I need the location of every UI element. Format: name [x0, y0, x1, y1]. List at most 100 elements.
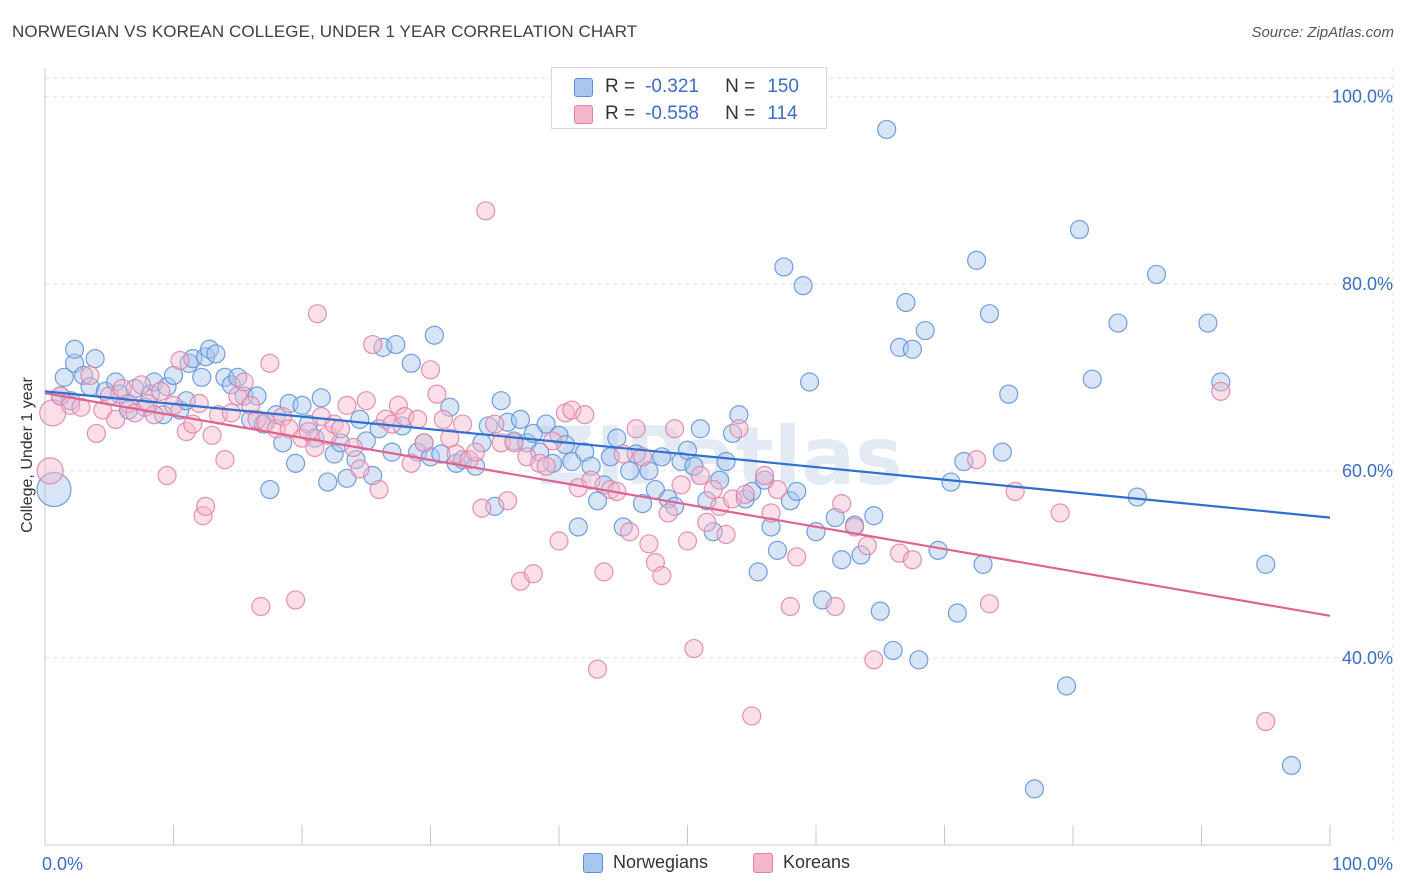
- norwegians-swatch: [583, 852, 603, 873]
- norwegian-point: [73, 365, 94, 386]
- korean-point: [350, 459, 370, 479]
- norwegian-point: [206, 344, 226, 364]
- legend-r-value: -0.321: [645, 76, 699, 97]
- korean-point: [703, 479, 723, 500]
- korean-point: [414, 433, 434, 453]
- x-tick-label: 100.0%: [1332, 854, 1393, 874]
- korean-point: [427, 384, 447, 404]
- norwegian-point: [992, 442, 1012, 462]
- korean-point: [476, 201, 496, 221]
- korean-point: [722, 489, 743, 509]
- norwegian-point: [1198, 313, 1218, 333]
- norwegian-point: [575, 442, 595, 462]
- korean-point: [337, 395, 357, 415]
- korean-point: [742, 706, 762, 726]
- korean-point: [523, 564, 543, 584]
- koreans-trend-line: [44, 392, 1331, 617]
- y-tick-label: 40.0%: [1342, 648, 1393, 668]
- x-tick-label: 0.0%: [42, 854, 83, 874]
- norwegian-point: [825, 508, 845, 528]
- korean-point: [787, 547, 807, 567]
- norwegian-point: [677, 440, 698, 460]
- korean-point: [170, 350, 190, 371]
- norwegian-point: [401, 353, 421, 373]
- norwegian-point: [1082, 369, 1102, 389]
- source-label: Source: ZipAtlas.com: [1251, 24, 1394, 41]
- korean-point: [690, 465, 710, 486]
- korean-point: [215, 450, 235, 470]
- norwegian-point: [424, 325, 444, 345]
- norwegian-point: [710, 470, 730, 490]
- legend-item-koreans[interactable]: Koreans: [753, 852, 850, 873]
- norwegian-point: [793, 276, 813, 296]
- stats-legend: R = -0.321 N = 150 R = -0.558 N = 114: [551, 67, 827, 129]
- norwegians-swatch: [574, 77, 593, 97]
- korean-point: [465, 442, 486, 462]
- korean-point: [485, 414, 505, 434]
- norwegian-point: [716, 451, 736, 472]
- korean-point: [857, 536, 878, 556]
- norwegian-point: [639, 461, 659, 481]
- norwegian-point: [491, 391, 511, 411]
- korean-point: [1256, 711, 1276, 732]
- legend-n-value: 114: [767, 103, 798, 124]
- korean-point: [902, 550, 922, 570]
- norwegian-point: [973, 554, 993, 574]
- norwegian-point: [967, 250, 987, 270]
- norwegian-point: [510, 409, 531, 430]
- korean-point: [196, 496, 216, 516]
- korean-point: [472, 498, 492, 518]
- legend-n-label: N =: [725, 76, 756, 97]
- norwegian-point: [787, 481, 807, 502]
- korean-point: [549, 531, 569, 551]
- korean-point: [86, 423, 107, 444]
- legend-row-norwegians: R = -0.321 N = 150: [574, 75, 799, 99]
- korean-point: [151, 381, 171, 401]
- korean-point: [684, 638, 704, 659]
- korean-point: [330, 419, 351, 439]
- korean-point: [144, 405, 164, 425]
- korean-point: [279, 419, 299, 439]
- norwegian-point: [562, 451, 582, 472]
- korean-point: [189, 393, 209, 414]
- legend-item-norwegians[interactable]: Norwegians: [583, 852, 708, 873]
- korean-point: [652, 566, 672, 586]
- axes: [44, 68, 1331, 846]
- norwegian-point: [324, 444, 344, 464]
- korean-point: [754, 465, 775, 486]
- legend-label-norwegians: Norwegians: [613, 852, 709, 872]
- korean-point: [93, 400, 113, 420]
- korean-point: [825, 596, 845, 617]
- y-tick-label: 100.0%: [1332, 87, 1393, 107]
- norwegian-point: [632, 493, 653, 514]
- korean-point: [844, 517, 865, 537]
- norwegian-point: [883, 640, 903, 661]
- norwegian-point: [311, 388, 331, 408]
- norwegian-point: [1056, 676, 1077, 696]
- korean-point: [202, 425, 222, 445]
- korean-point: [420, 360, 441, 380]
- korean-point: [234, 372, 254, 392]
- norwegian-point: [247, 386, 267, 406]
- korean-point: [363, 334, 383, 355]
- korean-point: [138, 393, 158, 414]
- korean-point: [80, 365, 100, 386]
- norwegian-point: [799, 372, 820, 392]
- norwegian-point: [671, 451, 691, 472]
- korean-point: [620, 522, 640, 542]
- korean-point: [221, 403, 241, 423]
- y-tick-label: 80.0%: [1342, 274, 1393, 294]
- norwegian-point: [851, 545, 871, 565]
- korean-point: [864, 650, 884, 670]
- norwegian-point: [64, 339, 85, 359]
- norwegian-point: [999, 384, 1019, 404]
- korean-point: [408, 409, 428, 430]
- norwegian-point: [1024, 779, 1045, 799]
- koreans-points: [36, 201, 1276, 732]
- korean-point: [575, 405, 595, 425]
- legend-row-koreans: R = -0.558 N = 114: [574, 102, 798, 126]
- legend-n-label: N =: [725, 103, 756, 124]
- norwegian-point: [684, 456, 704, 476]
- norwegian-point: [729, 405, 749, 425]
